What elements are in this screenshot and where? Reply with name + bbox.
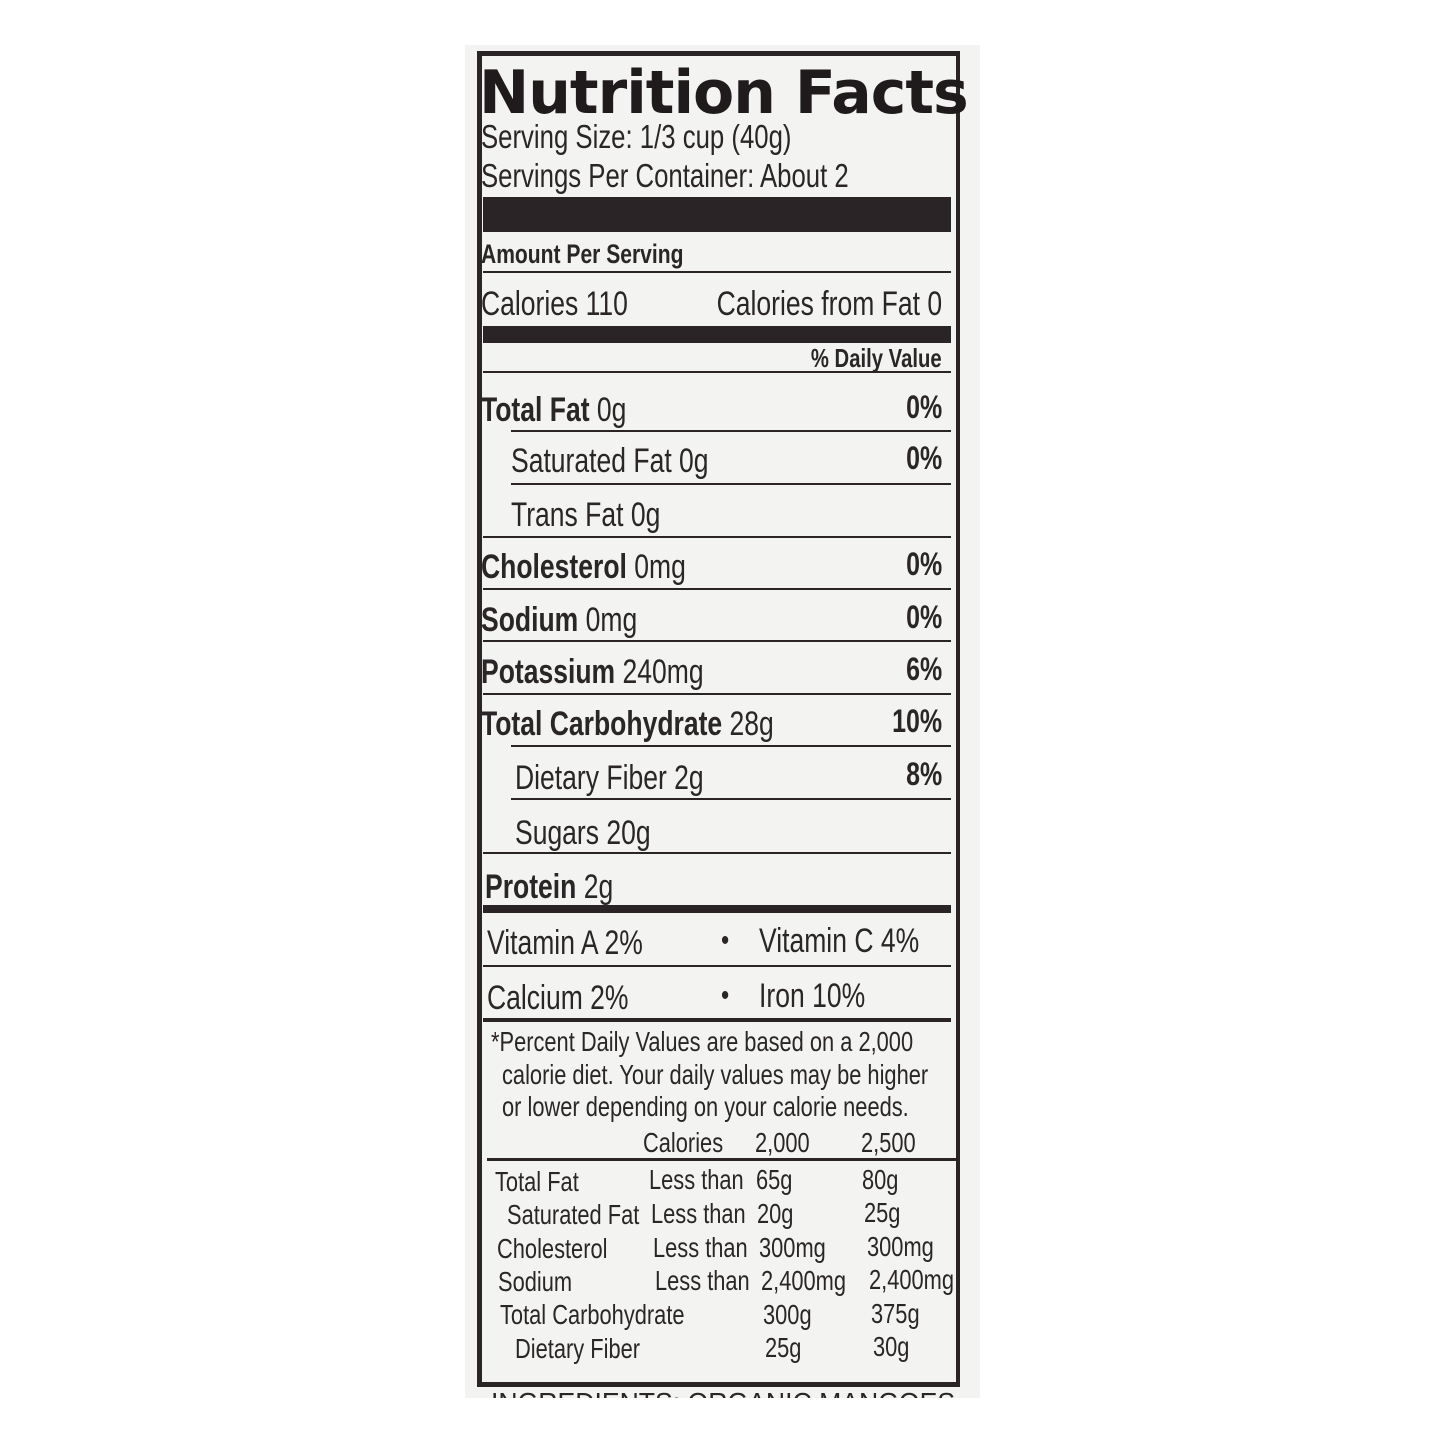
dv-value-2000: 65g (756, 1164, 793, 1195)
divider (511, 483, 951, 485)
ingredients: INGREDIENTS: ORGANIC MANGOES (491, 1389, 955, 1399)
dv-nutrient: Dietary Fiber (515, 1333, 641, 1364)
footnote-line: or lower depending on your calorie needs… (502, 1091, 909, 1122)
nutrient-name: Total Carbohydrate (481, 705, 723, 743)
bullet: • (721, 924, 730, 957)
dv-value-2000: 300g (763, 1299, 812, 1330)
label-border (477, 51, 960, 1387)
calories: Calories 110 (481, 285, 628, 323)
nutrient-dv: 0% (905, 389, 942, 425)
nutrient-amount: 28g (729, 705, 774, 743)
divider (483, 588, 951, 590)
nutrient-dv: 0% (905, 440, 942, 476)
divider (483, 536, 951, 538)
nutrient-dv: 6% (905, 651, 942, 687)
dv-value-2000: 300mg (759, 1232, 826, 1263)
dv-nutrient: Saturated Fat (507, 1199, 640, 1230)
dv-value-2000: 20g (757, 1198, 794, 1229)
dv-value-2000: 25g (765, 1332, 802, 1363)
daily-value-header: % Daily Value (811, 343, 942, 373)
dv-value-2500: 2,400mg (869, 1264, 954, 1295)
divider (511, 745, 951, 747)
nutrient-name: Trans Fat 0g (511, 496, 661, 534)
nutrient-amount: 2g (583, 868, 614, 906)
divider (483, 693, 951, 695)
title: Nutrition Facts (479, 58, 969, 128)
bullet: • (721, 979, 730, 1012)
nutrition-label: Nutrition Facts Serving Size: 1/3 cup (4… (465, 45, 980, 1398)
divider (487, 1158, 959, 1161)
nutrient-name: Dietary Fiber 2g (515, 759, 704, 797)
nutrient-amount: 0mg (634, 548, 686, 586)
dv-qualifier: Less than (653, 1232, 748, 1263)
thick-divider (483, 905, 951, 913)
vitamin-a: Vitamin A 2% (487, 924, 643, 962)
thick-divider (483, 326, 951, 343)
footnote-line: calorie diet. Your daily values may be h… (502, 1059, 929, 1090)
nutrient-name: Sodium (481, 601, 579, 639)
vitamin-c: Vitamin C 4% (759, 922, 920, 960)
nutrient-amount: 0mg (585, 601, 638, 639)
dv-nutrient: Total Fat (495, 1166, 579, 1197)
nutrient-name: Cholesterol (481, 548, 627, 586)
dv-nutrient: Total Carbohydrate (500, 1299, 685, 1330)
dv-value-2500: 80g (862, 1164, 899, 1195)
nutrient-name: Saturated Fat 0g (511, 442, 709, 480)
nutrient-amount: 240mg (622, 653, 704, 691)
footnote-line: *Percent Daily Values are based on a 2,0… (491, 1026, 914, 1057)
dv-value-2000: 2,400mg (761, 1265, 846, 1296)
nutrient-dv: 0% (905, 546, 942, 582)
divider (483, 371, 951, 373)
divider (511, 430, 951, 432)
dv-nutrient: Cholesterol (497, 1233, 608, 1264)
nutrient-name: Total Fat (481, 391, 590, 429)
dv-value-2500: 25g (864, 1197, 901, 1228)
divider (483, 271, 951, 273)
thick-divider (483, 1018, 951, 1022)
nutrient-name: Sugars 20g (515, 814, 651, 852)
nutrient-dv: 0% (905, 599, 942, 635)
divider (511, 798, 951, 800)
dv-qualifier: Less than (649, 1164, 744, 1195)
dv-value-2500: 30g (873, 1331, 910, 1362)
thick-divider (483, 197, 951, 232)
divider (483, 640, 951, 642)
nutrient-name: Potassium (481, 653, 616, 691)
serving-size: Serving Size: 1/3 cup (40g) (481, 118, 792, 155)
servings-per-container: Servings Per Container: About 2 (481, 157, 849, 194)
dv-header-2000: 2,000 (755, 1127, 810, 1158)
nutrient-dv: 10% (892, 703, 942, 739)
divider (483, 965, 951, 967)
nutrient-name: Protein (485, 868, 577, 906)
dv-header-calories: Calories (643, 1127, 724, 1158)
calcium: Calcium 2% (487, 979, 629, 1017)
dv-value-2500: 375g (871, 1298, 920, 1329)
dv-qualifier: Less than (651, 1198, 746, 1229)
iron: Iron 10% (759, 977, 866, 1015)
amount-per-serving: Amount Per Serving (481, 239, 684, 269)
dv-value-2500: 300mg (867, 1231, 934, 1262)
nutrient-amount: 0g (596, 391, 627, 429)
dv-qualifier: Less than (655, 1265, 750, 1296)
dv-nutrient: Sodium (498, 1266, 573, 1297)
dv-header-2500: 2,500 (861, 1127, 916, 1158)
divider (483, 852, 951, 854)
nutrient-dv: 8% (905, 756, 942, 792)
calories-from-fat: Calories from Fat 0 (716, 285, 942, 323)
